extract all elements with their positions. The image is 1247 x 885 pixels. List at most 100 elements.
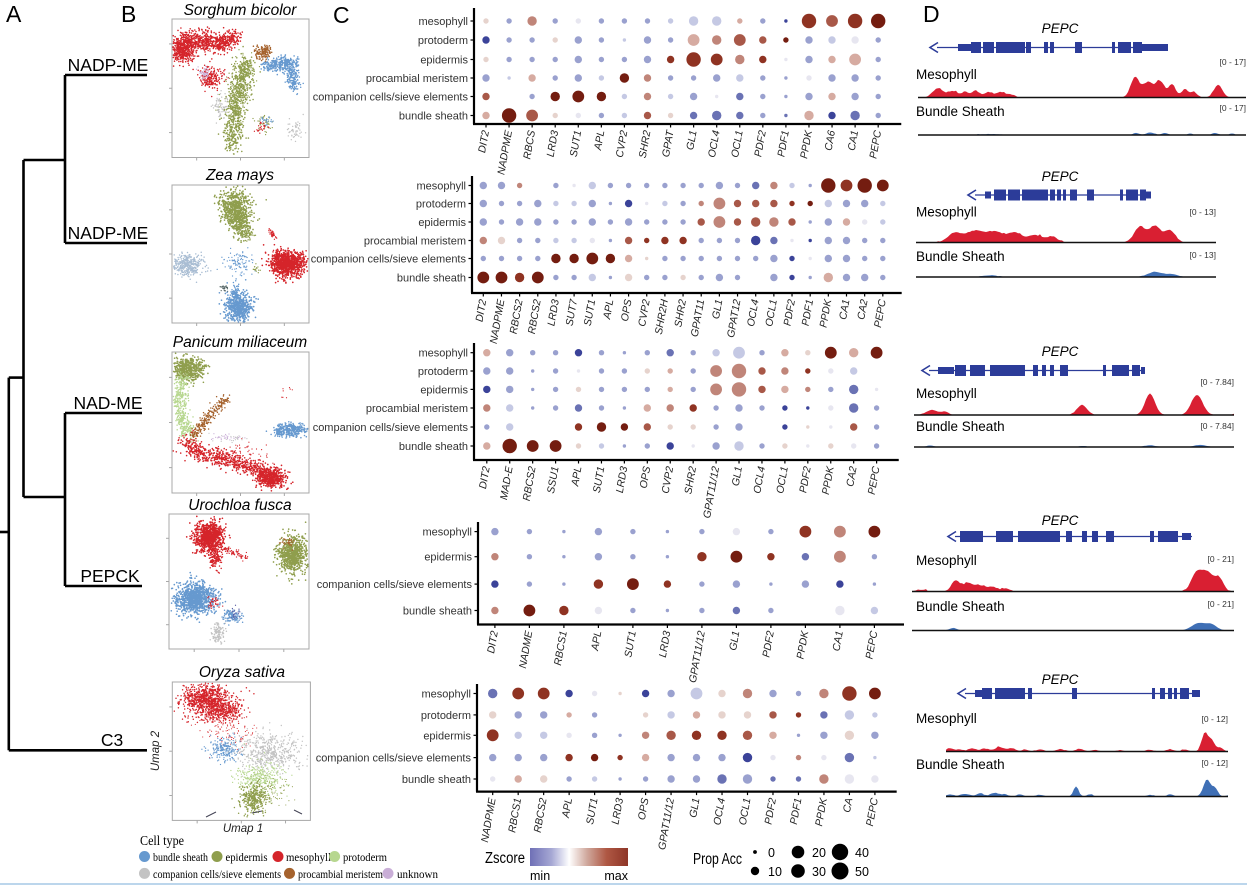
svg-text:B: B — [121, 1, 136, 27]
svg-text:mesophyll: mesophyll — [422, 527, 472, 539]
svg-text:CVP2: CVP2 — [614, 129, 631, 158]
svg-text:OCL1: OCL1 — [763, 298, 780, 327]
svg-text:PPDK: PPDK — [798, 128, 815, 159]
svg-text:30: 30 — [812, 865, 826, 879]
svg-text:Mesophyll: Mesophyll — [916, 386, 977, 401]
svg-text:procambial meristem: procambial meristem — [366, 403, 468, 415]
svg-text:D: D — [923, 1, 940, 27]
svg-text:procambial meristem: procambial meristem — [364, 236, 466, 248]
svg-text:[0 - 21]: [0 - 21] — [1208, 554, 1234, 564]
svg-text:NAD-ME: NAD-ME — [73, 393, 142, 413]
svg-text:Zea mays: Zea mays — [205, 167, 274, 184]
svg-text:Mesophyll: Mesophyll — [916, 711, 977, 726]
svg-text:protoderm: protoderm — [416, 199, 466, 211]
svg-text:mesophyll: mesophyll — [421, 689, 471, 701]
svg-text:OCL4: OCL4 — [751, 465, 768, 494]
svg-text:GL1: GL1 — [730, 465, 745, 487]
svg-text:Bundle Sheath: Bundle Sheath — [916, 104, 1005, 119]
svg-text:CA: CA — [841, 797, 855, 813]
svg-text:APL: APL — [592, 129, 607, 152]
svg-text:companion cells/sieve elements: companion cells/sieve elements — [311, 254, 467, 266]
svg-text:Oryza sativa: Oryza sativa — [199, 664, 286, 681]
svg-text:epidermis: epidermis — [420, 55, 468, 67]
svg-text:Sorghum bicolor: Sorghum bicolor — [184, 2, 298, 19]
svg-text:OCL1: OCL1 — [774, 465, 791, 494]
svg-text:Cell type: Cell type — [140, 833, 184, 848]
svg-text:PPDK: PPDK — [795, 629, 812, 660]
svg-text:PEPCK: PEPCK — [80, 566, 140, 586]
svg-text:Umap 1: Umap 1 — [223, 823, 263, 835]
svg-text:10: 10 — [768, 865, 782, 879]
svg-text:CVP2: CVP2 — [636, 298, 653, 327]
svg-text:PEPC: PEPC — [1042, 672, 1079, 687]
svg-text:bundle sheath: bundle sheath — [397, 273, 466, 285]
svg-text:epidermis: epidermis — [420, 384, 468, 396]
svg-text:mesophyll: mesophyll — [286, 850, 332, 864]
svg-text:procambial meristem: procambial meristem — [366, 73, 468, 85]
svg-text:companion cells/sieve elements: companion cells/sieve elements — [153, 867, 281, 881]
svg-text:SUT1: SUT1 — [568, 129, 584, 158]
svg-text:LRD3: LRD3 — [614, 465, 631, 494]
svg-text:procambial meristem: procambial meristem — [298, 867, 384, 881]
svg-text:min: min — [530, 869, 550, 883]
svg-text:Panicum miliaceum: Panicum miliaceum — [173, 334, 307, 351]
svg-text:APL: APL — [560, 797, 575, 820]
svg-text:MAD-E: MAD-E — [498, 464, 516, 500]
svg-text:CA1: CA1 — [830, 630, 845, 652]
svg-text:PDF2: PDF2 — [762, 797, 779, 826]
svg-text:[0 - 7.84]: [0 - 7.84] — [1200, 421, 1234, 431]
svg-text:DIT2: DIT2 — [477, 465, 493, 490]
svg-text:CA1: CA1 — [837, 298, 852, 320]
svg-text:OCL1: OCL1 — [729, 129, 746, 158]
svg-text:SUT1: SUT1 — [584, 797, 600, 826]
svg-text:mesophyll: mesophyll — [418, 348, 468, 360]
svg-text:RBCS: RBCS — [521, 129, 538, 160]
svg-text:OCL4: OCL4 — [711, 797, 728, 826]
svg-text:GL1: GL1 — [710, 298, 725, 320]
svg-text:companion cells/sieve elements: companion cells/sieve elements — [313, 422, 469, 434]
svg-text:GL1: GL1 — [687, 797, 702, 819]
svg-text:50: 50 — [855, 865, 869, 879]
svg-text:SUT1: SUT1 — [591, 465, 607, 494]
svg-text:Zscore: Zscore — [485, 850, 525, 867]
svg-text:[0 - 17]: [0 - 17] — [1220, 103, 1246, 113]
svg-text:PDF2: PDF2 — [760, 630, 777, 659]
svg-text:PEPC: PEPC — [1042, 344, 1079, 359]
svg-text:RBCS1: RBCS1 — [552, 630, 570, 667]
svg-text:40: 40 — [855, 846, 869, 860]
svg-text:CA2: CA2 — [844, 465, 859, 487]
svg-text:PPDK: PPDK — [813, 796, 830, 827]
svg-text:Umap 2: Umap 2 — [150, 730, 162, 771]
svg-text:SUT7: SUT7 — [564, 297, 581, 327]
svg-text:[0 - 7.84]: [0 - 7.84] — [1200, 377, 1234, 387]
svg-text:SHR2: SHR2 — [682, 465, 699, 495]
svg-text:PDF1: PDF1 — [788, 797, 804, 826]
svg-text:Bundle Sheath: Bundle Sheath — [916, 419, 1005, 434]
svg-text:DIT2: DIT2 — [476, 129, 492, 154]
svg-text:epidermis: epidermis — [418, 217, 466, 229]
svg-text:Bundle Sheath: Bundle Sheath — [916, 249, 1005, 264]
svg-text:PEPC: PEPC — [867, 129, 884, 160]
svg-text:max: max — [604, 869, 628, 883]
svg-text:OPS: OPS — [619, 298, 635, 322]
svg-text:PEPC: PEPC — [866, 465, 883, 496]
svg-text:DIT2: DIT2 — [473, 298, 489, 323]
svg-text:CA2: CA2 — [855, 298, 870, 320]
svg-text:companion cells/sieve elements: companion cells/sieve elements — [316, 753, 472, 765]
svg-text:protoderm: protoderm — [418, 35, 468, 47]
svg-text:protoderm: protoderm — [418, 366, 468, 378]
svg-text:[0 - 13]: [0 - 13] — [1190, 207, 1216, 217]
svg-text:PDF2: PDF2 — [781, 298, 798, 327]
svg-text:0: 0 — [768, 846, 775, 860]
svg-text:PEPC: PEPC — [1042, 169, 1079, 184]
svg-text:Bundle Sheath: Bundle Sheath — [916, 599, 1005, 614]
svg-text:Urochloa fusca: Urochloa fusca — [188, 497, 292, 514]
svg-text:SUT1: SUT1 — [582, 298, 598, 327]
svg-text:PEPC: PEPC — [864, 797, 881, 828]
svg-text:bundle sheath: bundle sheath — [399, 441, 468, 453]
svg-text:LRD3: LRD3 — [545, 129, 562, 158]
svg-text:CVP2: CVP2 — [660, 465, 677, 494]
svg-text:mesophyll: mesophyll — [418, 16, 468, 28]
svg-text:OCL4: OCL4 — [706, 129, 723, 158]
svg-text:GL1: GL1 — [727, 630, 742, 652]
